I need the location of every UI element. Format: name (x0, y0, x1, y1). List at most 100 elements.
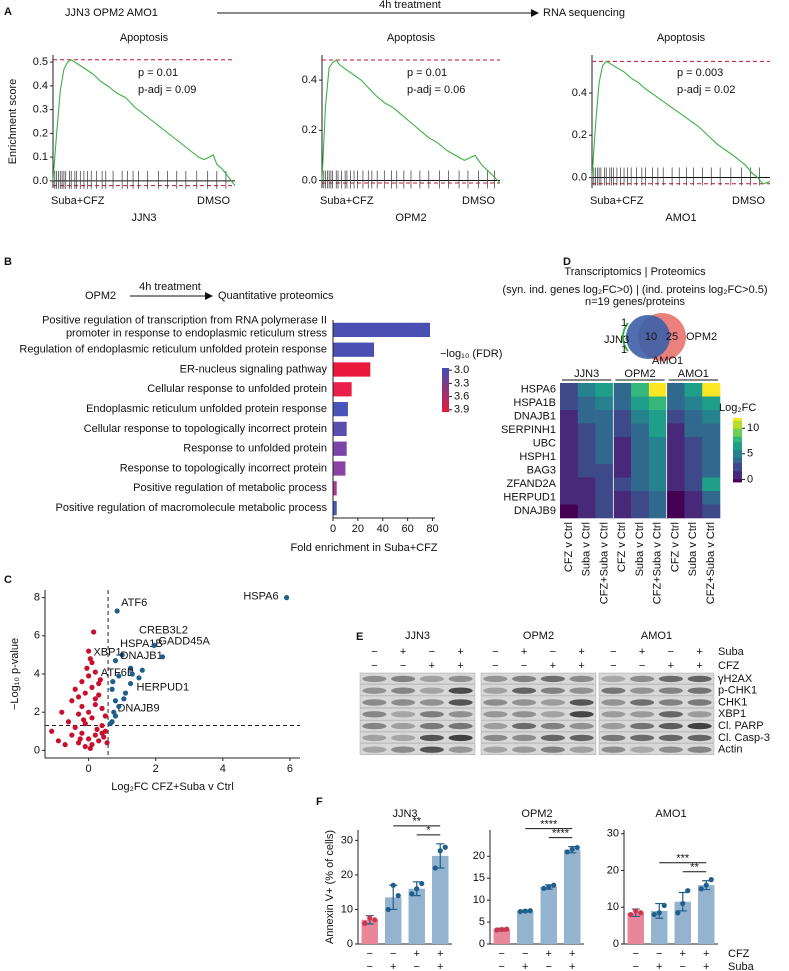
venn-count: 1 (621, 317, 627, 329)
category-label: ER-nucleus signaling pathway (180, 363, 328, 375)
x-row-sign: − (414, 961, 420, 971)
heat-cell (595, 396, 614, 411)
colorbar-tick-label: 0 (747, 473, 753, 485)
treatment-sign: − (371, 660, 377, 672)
heat-cell (560, 383, 579, 397)
x-tick-label: 0 (330, 523, 336, 535)
blot-band (658, 734, 683, 742)
heat-cell (648, 437, 667, 451)
data-point (708, 877, 714, 883)
point (86, 673, 92, 679)
blot-band (569, 699, 594, 706)
blot-band (601, 734, 626, 742)
column-label: CFZ v Ctrl (669, 522, 681, 572)
panel-label: C (4, 574, 12, 586)
point-label: GADD45A (158, 636, 210, 648)
heat-cell (631, 464, 650, 478)
row-label: BAG3 (527, 465, 556, 477)
heat-cell (684, 504, 703, 519)
bar (698, 885, 715, 944)
point (99, 705, 105, 711)
blot-band (687, 711, 712, 718)
point (86, 709, 92, 715)
panel-label: A (4, 6, 12, 18)
category-label: Cellular response to unfolded protein (147, 383, 327, 395)
y-tick-label: 0.1 (33, 151, 48, 163)
heat-cell (631, 477, 650, 492)
heat-cell (684, 450, 703, 465)
blot-band (419, 699, 444, 706)
sig-label: ** (412, 816, 421, 828)
point (69, 698, 75, 704)
y-tick-label: 20 (341, 869, 353, 881)
blot-strip (598, 672, 715, 685)
heat-cell (684, 423, 703, 438)
category-label: Positive regulation of transcription fro… (42, 314, 327, 339)
point (112, 658, 119, 664)
blot-band (483, 699, 508, 706)
x-axis-label: Fold enrichment in Suba+CFZ (290, 542, 437, 554)
blot-band (362, 734, 387, 742)
bar (432, 855, 449, 944)
heat-cell (613, 437, 632, 451)
point (96, 738, 102, 744)
blot-band (419, 734, 444, 742)
heat-cell (577, 383, 596, 397)
heat-cell (702, 383, 721, 397)
heat-cell (631, 504, 650, 519)
data-point (564, 849, 570, 855)
point (104, 740, 110, 746)
column-label: CFZ+Suba v Ctrl (598, 522, 610, 604)
y-tick-label: 5 (479, 916, 485, 928)
data-point (551, 882, 557, 888)
blot-band (658, 699, 683, 706)
data-point (656, 910, 662, 916)
heat-cell (613, 396, 632, 411)
bar (333, 421, 347, 437)
x-row-sign: + (437, 948, 443, 960)
chart-title: JJN3 (392, 808, 417, 820)
heat-cell (613, 491, 632, 505)
protein-label: XBP1 (718, 708, 746, 720)
data-point (675, 910, 681, 916)
colorbar-step (733, 450, 742, 454)
point (79, 730, 85, 736)
x-tick-label: 60 (402, 523, 414, 535)
blot-band (483, 687, 508, 694)
point (92, 732, 98, 738)
protein-label: γH2AX (718, 673, 753, 685)
protein-label: CHK1 (718, 696, 747, 708)
x-row-sign: + (390, 961, 396, 971)
data-point (395, 893, 401, 899)
blot-band (448, 687, 473, 694)
blot-band (687, 687, 712, 694)
blot-band (540, 675, 565, 683)
column-label: CFZ+Suba v Ctrl (652, 522, 664, 604)
heat-cell (631, 396, 650, 411)
blot-band (630, 746, 655, 753)
heat-cell (648, 491, 667, 505)
x-row-sign: − (633, 948, 639, 960)
protein-label: Actin (718, 744, 742, 756)
bar (333, 342, 375, 357)
point-label: ATF6B (101, 667, 134, 679)
blot-band (419, 722, 444, 730)
column-label: Suba v Ctrl (581, 522, 593, 576)
category-label: Cellular response to topologically incor… (84, 423, 327, 435)
blot-band (687, 722, 712, 730)
bar (333, 322, 431, 338)
colorbar-step (733, 436, 742, 440)
colorbar-step (733, 468, 742, 472)
x-row-sign: + (546, 948, 552, 960)
venn-circle (626, 315, 670, 359)
header-sample: OPM2 (85, 290, 116, 302)
point (89, 659, 95, 666)
blot-band (569, 687, 594, 694)
blot-strip (598, 684, 715, 696)
y-tick-label: 20 (473, 850, 485, 862)
venn-label: AMO1 (652, 355, 683, 367)
heat-cell (577, 437, 596, 451)
blot-band (601, 687, 626, 694)
colorbar-step (733, 447, 742, 451)
y-tick-label: 10 (473, 894, 485, 906)
